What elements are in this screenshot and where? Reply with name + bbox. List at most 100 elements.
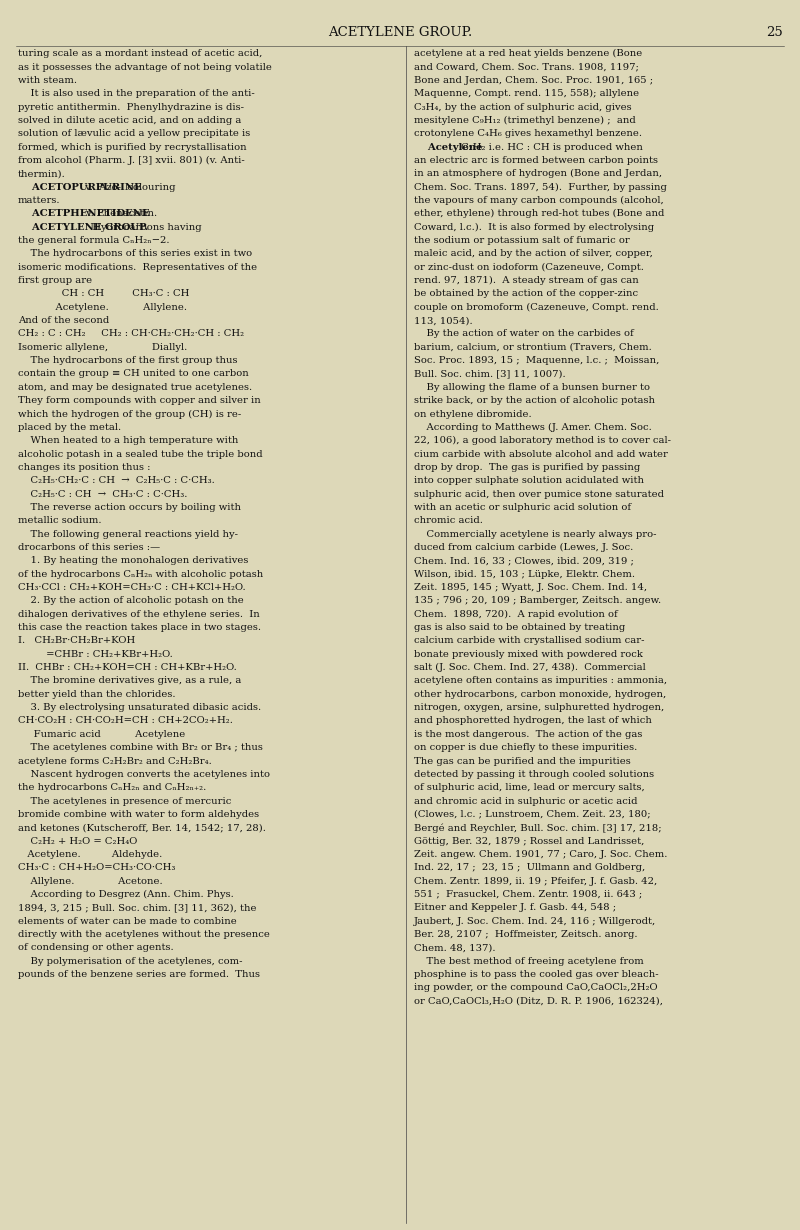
Text: changes its position thus :: changes its position thus : [18, 462, 150, 472]
Text: The gas can be purified and the impurities: The gas can be purified and the impuriti… [414, 756, 630, 765]
Text: 3. By electrolysing unsaturated dibasic acids.: 3. By electrolysing unsaturated dibasic … [18, 704, 261, 712]
Text: Jaubert, J. Soc. Chem. Ind. 24, 116 ; Willgerodt,: Jaubert, J. Soc. Chem. Ind. 24, 116 ; Wi… [414, 916, 656, 926]
Text: acetylene often contains as impurities : ammonia,: acetylene often contains as impurities :… [414, 676, 666, 685]
Text: By polymerisation of the acetylenes, com-: By polymerisation of the acetylenes, com… [18, 957, 242, 966]
Text: I.   CH₂Br·CH₂Br+KOH: I. CH₂Br·CH₂Br+KOH [18, 636, 135, 646]
Text: When heated to a high temperature with: When heated to a high temperature with [18, 437, 238, 445]
Text: ACETYLENE GROUP.: ACETYLENE GROUP. [328, 26, 472, 39]
Text: solution of lævulic acid a yellow precipitate is: solution of lævulic acid a yellow precip… [18, 129, 250, 138]
Text: gas is also said to be obtained by treating: gas is also said to be obtained by treat… [414, 624, 625, 632]
Text: chromic acid.: chromic acid. [414, 517, 482, 525]
Text: ether, ethylene) through red-hot tubes (Bone and: ether, ethylene) through red-hot tubes (… [414, 209, 664, 219]
Text: acetylene forms C₂H₂Br₂ and C₂H₂Br₄.: acetylene forms C₂H₂Br₂ and C₂H₂Br₄. [18, 756, 211, 765]
Text: It is also used in the preparation of the anti-: It is also used in the preparation of th… [18, 90, 254, 98]
Text: solved in dilute acetic acid, and on adding a: solved in dilute acetic acid, and on add… [18, 116, 241, 125]
Text: ACETYLENE GROUP.: ACETYLENE GROUP. [18, 223, 148, 231]
Text: Zeit. angew. Chem. 1901, 77 ; Caro, J. Soc. Chem.: Zeit. angew. Chem. 1901, 77 ; Caro, J. S… [414, 850, 667, 859]
Text: contain the group ≡ CH united to one carbon: contain the group ≡ CH united to one car… [18, 369, 248, 379]
Text: on ethylene dibromide.: on ethylene dibromide. [414, 410, 531, 418]
Text: Soc. Proc. 1893, 15 ;  Maquenne, l.c. ;  Moissan,: Soc. Proc. 1893, 15 ; Maquenne, l.c. ; M… [414, 357, 659, 365]
Text: elements of water can be made to combine: elements of water can be made to combine [18, 916, 236, 926]
Text: According to Matthews (J. Amer. Chem. Soc.: According to Matthews (J. Amer. Chem. So… [414, 423, 651, 432]
Text: Bone and Jerdan, Chem. Soc. Proc. 1901, 165 ;: Bone and Jerdan, Chem. Soc. Proc. 1901, … [414, 76, 653, 85]
Text: Zeit. 1895, 145 ; Wyatt, J. Soc. Chem. Ind. 14,: Zeit. 1895, 145 ; Wyatt, J. Soc. Chem. I… [414, 583, 646, 592]
Text: atom, and may be designated true acetylenes.: atom, and may be designated true acetyle… [18, 383, 252, 392]
Text: bonate previously mixed with powdered rock: bonate previously mixed with powdered ro… [414, 649, 642, 659]
Text: and phosphoretted hydrogen, the last of which: and phosphoretted hydrogen, the last of … [414, 716, 651, 726]
Text: Chem. Soc. Trans. 1897, 54).  Further, by passing: Chem. Soc. Trans. 1897, 54). Further, by… [414, 183, 666, 192]
Text: drop by drop.  The gas is purified by passing: drop by drop. The gas is purified by pas… [414, 462, 640, 472]
Text: The bromine derivatives give, as a rule, a: The bromine derivatives give, as a rule,… [18, 676, 241, 685]
Text: formed, which is purified by recrystallisation: formed, which is purified by recrystalli… [18, 143, 246, 151]
Text: CH : CH         CH₃·C : CH: CH : CH CH₃·C : CH [18, 289, 189, 299]
Text: Maquenne, Compt. rend. 115, 558); allylene: Maquenne, Compt. rend. 115, 558); allyle… [414, 90, 638, 98]
Text: The best method of freeing acetylene from: The best method of freeing acetylene fro… [414, 957, 643, 966]
Text: ACETOPURPURINE: ACETOPURPURINE [18, 183, 142, 192]
Text: C₃H₄, by the action of sulphuric acid, gives: C₃H₄, by the action of sulphuric acid, g… [414, 102, 631, 112]
Text: Hydrocarbons having: Hydrocarbons having [86, 223, 202, 231]
Text: turing scale as a mordant instead of acetic acid,: turing scale as a mordant instead of ace… [18, 49, 262, 58]
Text: the sodium or potassium salt of fumaric or: the sodium or potassium salt of fumaric … [414, 236, 630, 245]
Text: Chem.  1898, 720).  A rapid evolution of: Chem. 1898, 720). A rapid evolution of [414, 610, 618, 619]
Text: or CaO,CaOCl₃,H₂O (Ditz, D. R. P. 1906, 162324),: or CaO,CaOCl₃,H₂O (Ditz, D. R. P. 1906, … [414, 996, 662, 1006]
Text: of sulphuric acid, lime, lead or mercury salts,: of sulphuric acid, lime, lead or mercury… [414, 784, 644, 792]
Text: ing powder, or the compound CaO,CaOCl₂,2H₂O: ing powder, or the compound CaO,CaOCl₂,2… [414, 984, 658, 993]
Text: Ber. 28, 2107 ;  Hoffmeister, Zeitsch. anorg.: Ber. 28, 2107 ; Hoffmeister, Zeitsch. an… [414, 930, 637, 938]
Text: ACETPHENETIDENE: ACETPHENETIDENE [18, 209, 150, 219]
Text: as it possesses the advantage of not being volatile: as it possesses the advantage of not bei… [18, 63, 271, 71]
Text: By allowing the flame of a bunsen burner to: By allowing the flame of a bunsen burner… [414, 383, 650, 392]
Text: and ketones (Kutscheroff, Ber. 14, 1542; 17, 28).: and ketones (Kutscheroff, Ber. 14, 1542;… [18, 823, 266, 833]
Text: Coward, l.c.).  It is also formed by electrolysing: Coward, l.c.). It is also formed by elec… [414, 223, 654, 231]
Text: v.  Azo-  colouring: v. Azo- colouring [79, 183, 176, 192]
Text: better yield than the chlorides.: better yield than the chlorides. [18, 690, 175, 699]
Text: this case the reaction takes place in two stages.: this case the reaction takes place in tw… [18, 624, 261, 632]
Text: and Coward, Chem. Soc. Trans. 1908, 1197;: and Coward, Chem. Soc. Trans. 1908, 1197… [414, 63, 638, 71]
Text: Nascent hydrogen converts the acetylenes into: Nascent hydrogen converts the acetylenes… [18, 770, 270, 779]
Text: C₂H₂ + H₂O = C₂H₄O: C₂H₂ + H₂O = C₂H₄O [18, 836, 137, 845]
Text: Fumaric acid           Acetylene: Fumaric acid Acetylene [18, 729, 185, 739]
Text: CH₃·CCl : CH₂+KOH=CH₃·C : CH+KCl+H₂O.: CH₃·CCl : CH₂+KOH=CH₃·C : CH+KCl+H₂O. [18, 583, 246, 592]
Text: The following general reactions yield hy-: The following general reactions yield hy… [18, 530, 238, 539]
Text: CH₂ : C : CH₂     CH₂ : CH·CH₂·CH₂·CH : CH₂: CH₂ : C : CH₂ CH₂ : CH·CH₂·CH₂·CH : CH₂ [18, 330, 244, 338]
Text: v. Phenacetin.: v. Phenacetin. [82, 209, 157, 219]
Text: directly with the acetylenes without the presence: directly with the acetylenes without the… [18, 930, 270, 938]
Text: Acetylene.          Aldehyde.: Acetylene. Aldehyde. [18, 850, 162, 859]
Text: phosphine is to pass the cooled gas over bleach-: phosphine is to pass the cooled gas over… [414, 970, 658, 979]
Text: which the hydrogen of the group (CH) is re-: which the hydrogen of the group (CH) is … [18, 410, 241, 418]
Text: Bergé and Reychler, Bull. Soc. chim. [3] 17, 218;: Bergé and Reychler, Bull. Soc. chim. [3]… [414, 823, 662, 833]
Text: mesitylene C₉H₁₂ (trimethyl benzene) ;  and: mesitylene C₉H₁₂ (trimethyl benzene) ; a… [414, 116, 635, 125]
Text: Allylene.              Acetone.: Allylene. Acetone. [18, 877, 162, 886]
Text: in an atmosphere of hydrogen (Bone and Jerdan,: in an atmosphere of hydrogen (Bone and J… [414, 170, 662, 178]
Text: first group are: first group are [18, 276, 92, 285]
Text: 1894, 3, 215 ; Bull. Soc. chim. [3] 11, 362), the: 1894, 3, 215 ; Bull. Soc. chim. [3] 11, … [18, 903, 256, 913]
Text: (Clowes, l.c. ; Lunstroem, Chem. Zeit. 23, 180;: (Clowes, l.c. ; Lunstroem, Chem. Zeit. 2… [414, 809, 650, 819]
Text: Isomeric allylene,              Diallyl.: Isomeric allylene, Diallyl. [18, 343, 187, 352]
Text: dihalogen derivatives of the ethylene series.  In: dihalogen derivatives of the ethylene se… [18, 610, 259, 619]
Text: an electric arc is formed between carbon points: an electric arc is formed between carbon… [414, 156, 658, 165]
Text: 2. By the action of alcoholic potash on the: 2. By the action of alcoholic potash on … [18, 597, 243, 605]
Text: The reverse action occurs by boiling with: The reverse action occurs by boiling wit… [18, 503, 241, 512]
Text: matters.: matters. [18, 196, 60, 205]
Text: calcium carbide with crystallised sodium car-: calcium carbide with crystallised sodium… [414, 636, 644, 646]
Text: C₂H₅·CH₂·C : CH  →  C₂H₅·C : C·CH₃.: C₂H₅·CH₂·C : CH → C₂H₅·C : C·CH₃. [18, 476, 214, 486]
Text: 135 ; 796 ; 20, 109 ; Bamberger, Zeitsch. angew.: 135 ; 796 ; 20, 109 ; Bamberger, Zeitsch… [414, 597, 661, 605]
Text: The acetylenes combine with Br₂ or Br₄ ; thus: The acetylenes combine with Br₂ or Br₄ ;… [18, 743, 262, 753]
Text: strike back, or by the action of alcoholic potash: strike back, or by the action of alcohol… [414, 396, 654, 405]
Text: 22, 106), a good laboratory method is to cover cal-: 22, 106), a good laboratory method is to… [414, 437, 670, 445]
Text: Wilson, ibid. 15, 103 ; Lüpke, Elektr. Chem.: Wilson, ibid. 15, 103 ; Lüpke, Elektr. C… [414, 569, 634, 578]
Text: Ind. 22, 17 ;  23, 15 ;  Ullmann and Goldberg,: Ind. 22, 17 ; 23, 15 ; Ullmann and Goldb… [414, 863, 645, 872]
Text: of the hydrocarbons CₙH₂ₙ with alcoholic potash: of the hydrocarbons CₙH₂ₙ with alcoholic… [18, 569, 263, 578]
Text: C₂H₂ i.e. HC : CH is produced when: C₂H₂ i.e. HC : CH is produced when [458, 143, 643, 151]
Text: of condensing or other agents.: of condensing or other agents. [18, 943, 174, 952]
Text: And of the second: And of the second [18, 316, 109, 325]
Text: sulphuric acid, then over pumice stone saturated: sulphuric acid, then over pumice stone s… [414, 490, 664, 498]
Text: crotonylene C₄H₆ gives hexamethyl benzene.: crotonylene C₄H₆ gives hexamethyl benzen… [414, 129, 642, 138]
Text: or zinc-dust on iodoform (Cazeneuve, Compt.: or zinc-dust on iodoform (Cazeneuve, Com… [414, 263, 643, 272]
Text: metallic sodium.: metallic sodium. [18, 517, 101, 525]
Text: the general formula CₙH₂ₙ−2.: the general formula CₙH₂ₙ−2. [18, 236, 169, 245]
Text: into copper sulphate solution acidulated with: into copper sulphate solution acidulated… [414, 476, 643, 486]
Text: pounds of the benzene series are formed.  Thus: pounds of the benzene series are formed.… [18, 970, 259, 979]
Text: the vapours of many carbon compounds (alcohol,: the vapours of many carbon compounds (al… [414, 196, 663, 205]
Text: on copper is due chiefly to these impurities.: on copper is due chiefly to these impuri… [414, 743, 637, 753]
Text: other hydrocarbons, carbon monoxide, hydrogen,: other hydrocarbons, carbon monoxide, hyd… [414, 690, 666, 699]
